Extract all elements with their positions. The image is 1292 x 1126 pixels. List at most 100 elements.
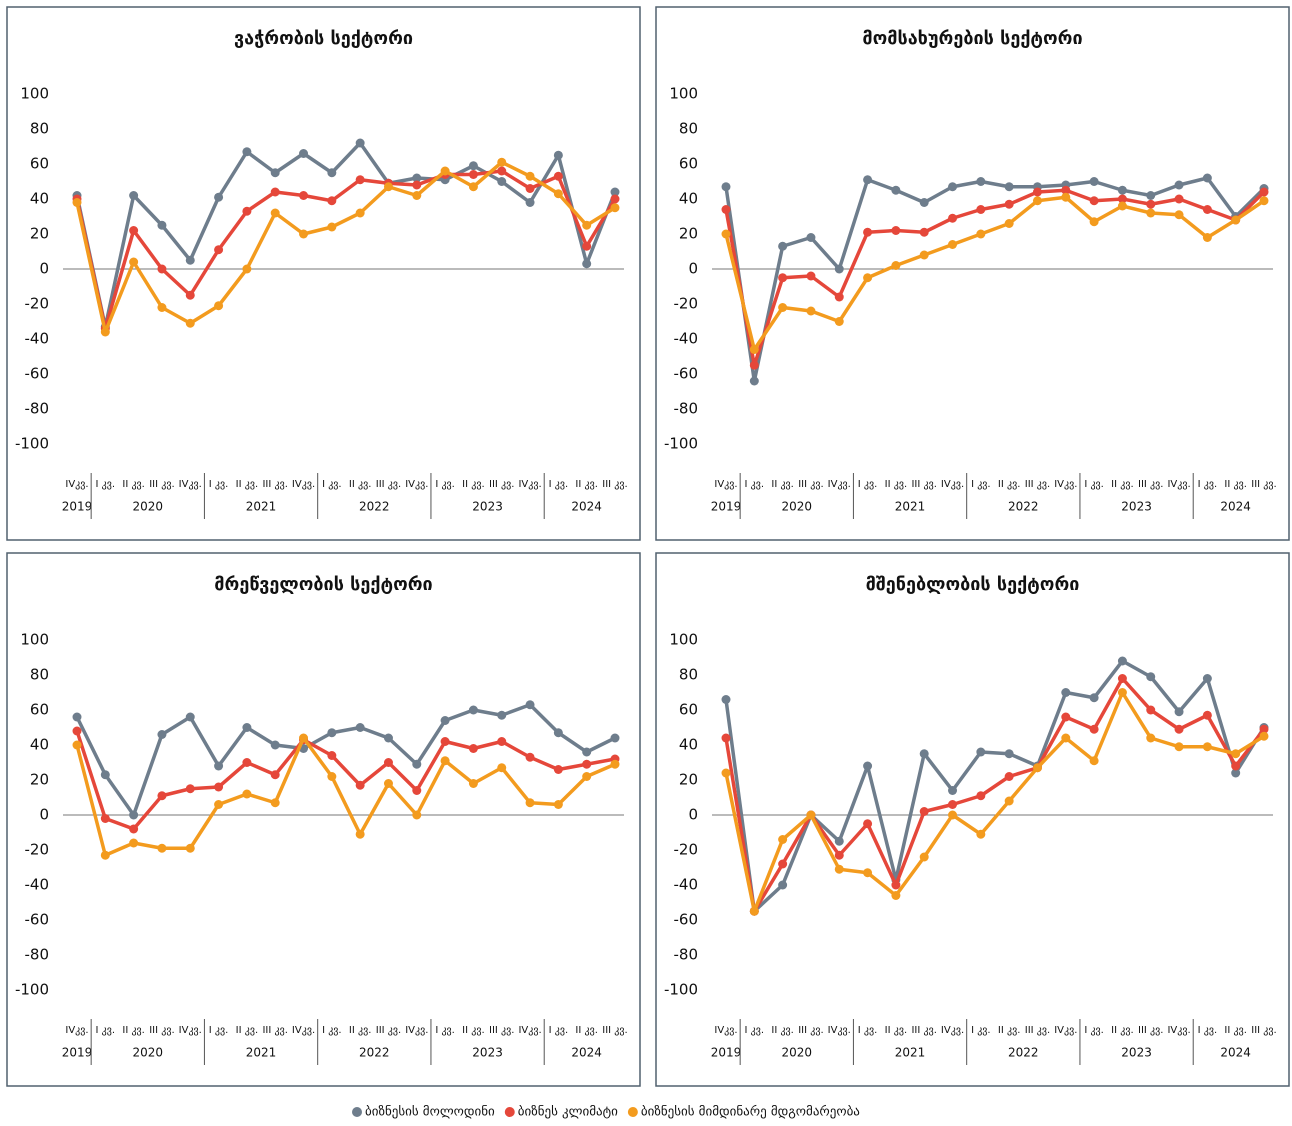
x-tick-label: II კვ. bbox=[122, 1025, 145, 1036]
data-point bbox=[383, 733, 393, 743]
x-tick-label: II კვ. bbox=[236, 479, 259, 490]
x-tick-label: IVკვ. bbox=[1054, 1025, 1077, 1036]
data-point bbox=[1202, 742, 1212, 752]
data-point bbox=[270, 187, 280, 197]
data-point bbox=[242, 723, 252, 732]
data-point bbox=[468, 161, 478, 171]
year-label: 2023 bbox=[472, 1046, 503, 1060]
data-point bbox=[976, 229, 986, 239]
y-tick-label: 20 bbox=[30, 225, 49, 243]
data-point bbox=[468, 182, 478, 192]
data-point bbox=[412, 191, 422, 200]
x-tick-label: III კვ. bbox=[1025, 479, 1050, 490]
data-point bbox=[1146, 208, 1156, 218]
data-point bbox=[582, 220, 592, 230]
data-point bbox=[157, 303, 167, 312]
data-point bbox=[355, 780, 365, 790]
data-point bbox=[582, 759, 592, 769]
data-point bbox=[185, 843, 195, 853]
data-point bbox=[270, 208, 280, 218]
data-point bbox=[412, 810, 422, 820]
data-point bbox=[610, 759, 620, 769]
data-point bbox=[497, 177, 507, 186]
data-point bbox=[582, 241, 592, 251]
data-point bbox=[863, 273, 873, 283]
data-point bbox=[214, 245, 224, 255]
data-point bbox=[1004, 219, 1014, 228]
y-tick-label: 20 bbox=[30, 771, 49, 789]
y-tick-label: 0 bbox=[688, 260, 698, 278]
data-point bbox=[1061, 712, 1071, 722]
data-point bbox=[525, 198, 535, 207]
x-tick-label: III კვ. bbox=[602, 479, 627, 490]
data-point bbox=[129, 838, 139, 848]
data-point bbox=[1061, 185, 1071, 195]
data-point bbox=[948, 213, 958, 223]
data-point bbox=[1146, 733, 1156, 743]
y-tick-label: -80 bbox=[674, 400, 699, 418]
y-tick-label: -80 bbox=[674, 946, 699, 964]
x-tick-label: III კვ. bbox=[1251, 1025, 1276, 1036]
data-point bbox=[468, 170, 478, 179]
x-tick-label: I კვ. bbox=[1084, 1025, 1104, 1036]
data-point bbox=[721, 733, 731, 743]
x-tick-label: I კვ. bbox=[971, 479, 991, 490]
x-tick-label: IVკვ. bbox=[179, 479, 202, 490]
data-point bbox=[1117, 656, 1127, 666]
data-point bbox=[129, 824, 139, 834]
year-label: 2019 bbox=[711, 1046, 742, 1060]
data-point bbox=[948, 810, 958, 820]
series-line bbox=[75, 160, 616, 334]
x-tick-label: IVკვ. bbox=[405, 1025, 428, 1036]
data-point bbox=[497, 710, 507, 720]
data-point bbox=[270, 168, 280, 178]
data-point bbox=[806, 810, 816, 820]
legend-marker bbox=[504, 1107, 515, 1117]
x-tick-label: II კვ. bbox=[575, 479, 598, 490]
x-tick-label: I კვ. bbox=[858, 479, 878, 490]
year-label: 2021 bbox=[246, 1046, 277, 1060]
data-point bbox=[778, 859, 788, 869]
data-point bbox=[1032, 187, 1042, 197]
data-point bbox=[440, 166, 450, 176]
data-point bbox=[749, 360, 759, 370]
data-point bbox=[806, 233, 816, 242]
series-line bbox=[75, 703, 616, 817]
x-tick-label: IVკვ. bbox=[292, 1025, 315, 1036]
x-tick-label: II კვ. bbox=[885, 1025, 908, 1036]
data-point bbox=[468, 705, 478, 715]
data-point bbox=[1174, 707, 1184, 717]
data-point bbox=[129, 257, 139, 267]
data-point bbox=[525, 752, 535, 762]
data-point bbox=[1061, 688, 1071, 697]
data-point bbox=[327, 196, 337, 206]
year-label: 2020 bbox=[133, 1046, 164, 1060]
y-tick-label: 100 bbox=[669, 85, 698, 103]
data-point bbox=[1004, 199, 1014, 209]
y-tick-label: 60 bbox=[679, 701, 698, 719]
data-point bbox=[610, 187, 620, 197]
x-tick-label: II კვ. bbox=[1224, 1025, 1247, 1036]
data-point bbox=[185, 318, 195, 328]
x-tick-label: I კვ. bbox=[1198, 1025, 1218, 1036]
data-point bbox=[1117, 688, 1127, 697]
data-point bbox=[948, 182, 958, 192]
data-point bbox=[242, 758, 252, 767]
data-point bbox=[299, 733, 309, 743]
data-point bbox=[778, 880, 788, 890]
data-point bbox=[157, 843, 167, 853]
x-tick-label: I კვ. bbox=[549, 1025, 569, 1036]
x-tick-label: I კვ. bbox=[858, 1025, 878, 1036]
y-tick-label: 0 bbox=[39, 260, 49, 278]
series-line bbox=[724, 195, 1265, 352]
y-tick-label: 40 bbox=[679, 736, 698, 754]
data-point bbox=[355, 175, 365, 185]
data-point bbox=[1202, 205, 1212, 214]
data-point bbox=[721, 695, 731, 704]
data-point bbox=[749, 906, 759, 916]
data-point bbox=[72, 712, 82, 722]
y-tick-label: 40 bbox=[30, 190, 49, 208]
data-point bbox=[100, 814, 110, 823]
data-point bbox=[214, 761, 224, 771]
data-point bbox=[1089, 177, 1099, 186]
